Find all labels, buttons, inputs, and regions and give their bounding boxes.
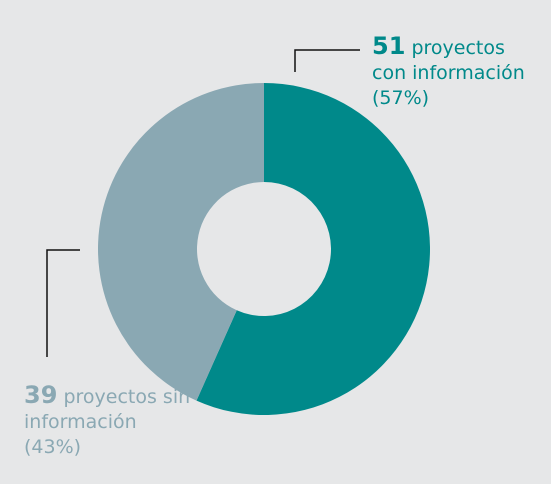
value-label: 39 [24,381,58,409]
label: 39 proyectos sin información (43%) [24,383,194,460]
donut-segment [196,82,431,415]
category-label: proyectos sin información [24,386,191,433]
donut-segment [98,83,264,401]
value-label: 51 [372,32,406,60]
donut [98,82,431,415]
leader-line [46,249,80,357]
leader-line [294,49,360,72]
percent-label: (43%) [24,436,82,458]
percent-label: (57%) [372,87,430,109]
label: 51 proyectos con información (57%) [372,34,542,111]
category-label: proyectos con información [372,37,525,84]
